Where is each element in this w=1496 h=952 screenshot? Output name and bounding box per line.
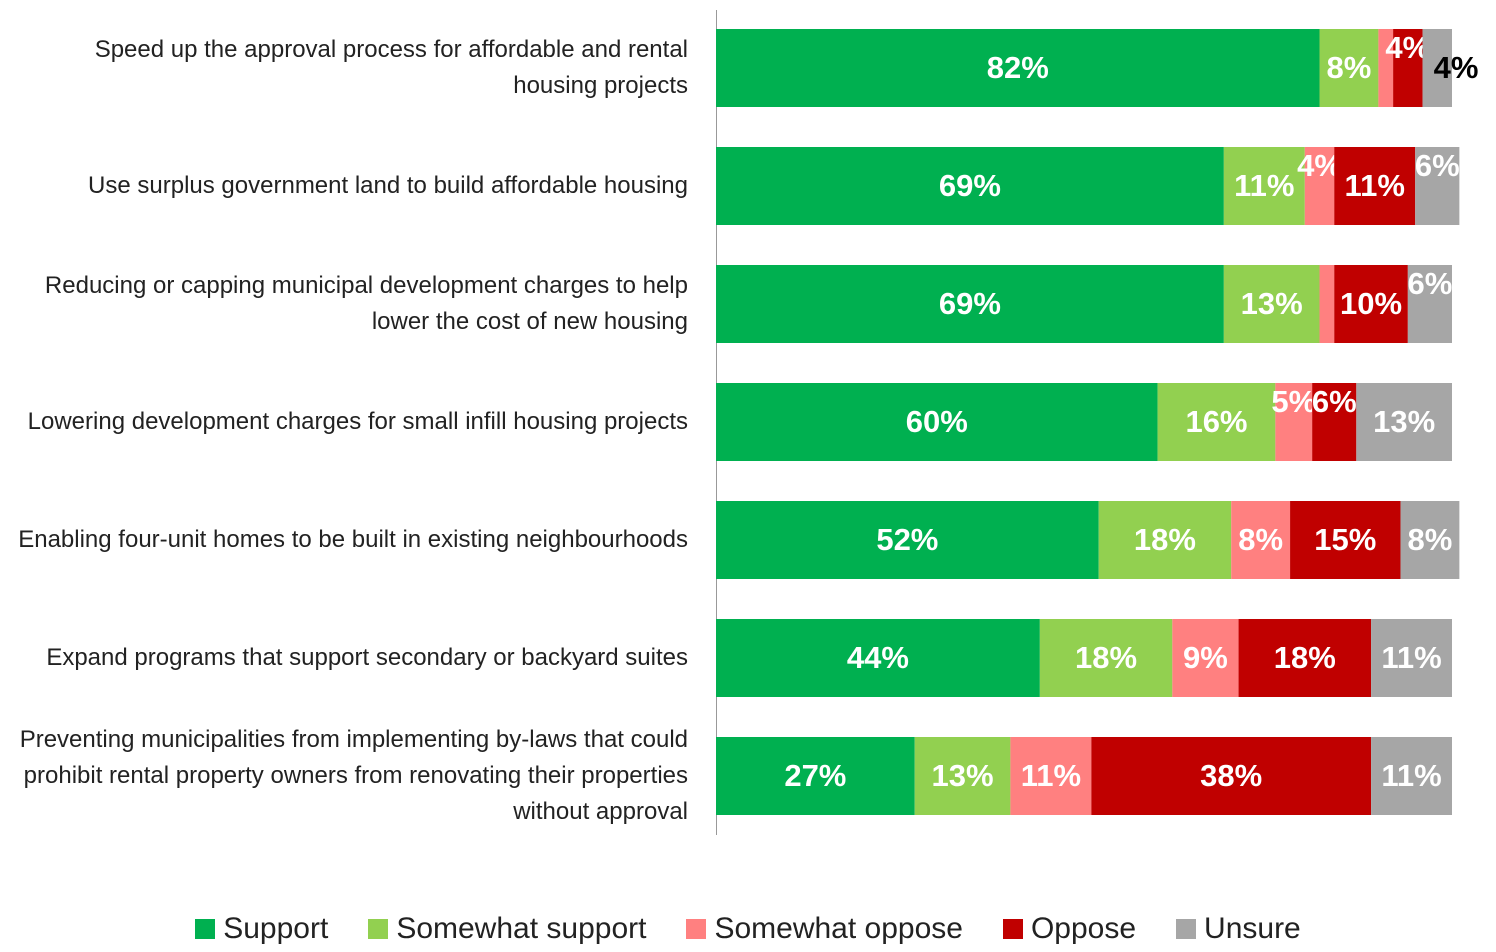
data-label: 10%	[1340, 286, 1402, 321]
legend-swatch	[1002, 919, 1023, 939]
bar-segment	[1172, 619, 1239, 697]
bar-segment	[1304, 147, 1335, 225]
category-label: Speed up the approval process for afford…	[94, 36, 688, 99]
data-label: 52%	[876, 522, 938, 557]
data-label: 11%	[1345, 168, 1405, 203]
bar-segment	[1319, 265, 1335, 343]
data-label: 8%	[1327, 50, 1372, 85]
bar-segment	[1098, 501, 1232, 579]
category-label: Preventing municipalities from implement…	[19, 726, 688, 825]
legend: Support Somewhat support Somewhat oppose Op…	[0, 912, 1496, 946]
data-label: 11%	[1381, 640, 1441, 675]
bar-segment	[1010, 737, 1092, 815]
data-label: 69%	[939, 286, 1001, 321]
bar-segment	[1223, 265, 1320, 343]
category-label: Enabling four-unit homes to be built in …	[18, 526, 688, 553]
data-label: 8%	[1238, 522, 1283, 557]
bar-segment	[1157, 383, 1276, 461]
data-label: 6%	[1415, 148, 1460, 183]
data-label: 8%	[1408, 522, 1453, 557]
legend-label: Unsure	[1204, 912, 1301, 945]
legend-label: Oppose	[1030, 912, 1137, 945]
bar-segment	[1378, 29, 1394, 107]
bar-segment	[716, 29, 1320, 107]
legend-item: Somewhat oppose	[686, 912, 963, 946]
data-label: 44%	[847, 640, 909, 675]
legend-item: Unsure	[1176, 912, 1301, 946]
bar-segment	[1223, 147, 1305, 225]
bar-segment	[1238, 619, 1372, 697]
data-label: 13%	[1241, 286, 1303, 321]
legend-swatch	[195, 919, 216, 939]
legend-item: Support	[195, 912, 328, 946]
legend-item: Oppose	[1002, 912, 1137, 946]
data-label: 5%	[1271, 384, 1316, 419]
bar-segment	[716, 737, 915, 815]
bar-segment	[1407, 265, 1452, 343]
data-label: 6%	[1312, 384, 1357, 419]
bar-segment	[1091, 737, 1372, 815]
category-label: Use surplus government land to build aff…	[88, 172, 688, 199]
bar-segment	[1275, 383, 1313, 461]
data-label: 9%	[1183, 640, 1228, 675]
data-label: 11%	[1234, 168, 1294, 203]
category-label: Expand programs that support secondary o…	[46, 644, 688, 671]
legend-item: Somewhat support	[368, 912, 646, 946]
bar-segment	[1422, 29, 1452, 107]
data-label: 11%	[1021, 758, 1081, 793]
bar-segment	[716, 501, 1099, 579]
data-label: 4%	[1434, 50, 1479, 85]
data-label: 60%	[906, 404, 968, 439]
data-label: 27%	[784, 758, 846, 793]
bar-segment	[1290, 501, 1401, 579]
legend-label: Somewhat support	[396, 912, 647, 945]
data-label: 18%	[1274, 640, 1336, 675]
category-label: Lowering development charges for small i…	[27, 408, 688, 435]
data-label: 15%	[1314, 522, 1376, 557]
bar-segment	[1393, 29, 1423, 107]
bar-segment	[914, 737, 1011, 815]
bar-segment	[716, 265, 1224, 343]
data-label: 82%	[987, 50, 1049, 85]
bar-segment	[1319, 29, 1379, 107]
category-label: Reducing or capping municipal developmen…	[44, 272, 688, 335]
data-label: 69%	[939, 168, 1001, 203]
legend-swatch	[368, 919, 389, 939]
bar-segment	[1334, 265, 1408, 343]
data-label: 6%	[1408, 266, 1453, 301]
bar-segment	[1334, 147, 1416, 225]
data-label: 38%	[1200, 758, 1262, 793]
legend-label: Support	[223, 912, 329, 945]
bar-segment	[1371, 737, 1452, 815]
data-label: 13%	[932, 758, 994, 793]
data-label: 18%	[1134, 522, 1196, 557]
data-label: 11%	[1381, 758, 1441, 793]
data-label: 16%	[1185, 404, 1247, 439]
bar-segment	[1356, 383, 1452, 461]
bar-segment	[716, 383, 1158, 461]
bar-segment	[1371, 619, 1452, 697]
legend-label: Somewhat oppose	[714, 912, 963, 945]
bar-segment	[1231, 501, 1291, 579]
bar-segment	[716, 147, 1224, 225]
data-label: 18%	[1075, 640, 1137, 675]
legend-swatch	[686, 919, 707, 939]
bar-segment	[1312, 383, 1357, 461]
legend-swatch	[1176, 919, 1197, 939]
data-label: 13%	[1373, 404, 1435, 439]
bar-segment	[1415, 147, 1460, 225]
bar-segment	[1039, 619, 1173, 697]
bar-segment	[1400, 501, 1460, 579]
bar-segment	[716, 619, 1040, 697]
